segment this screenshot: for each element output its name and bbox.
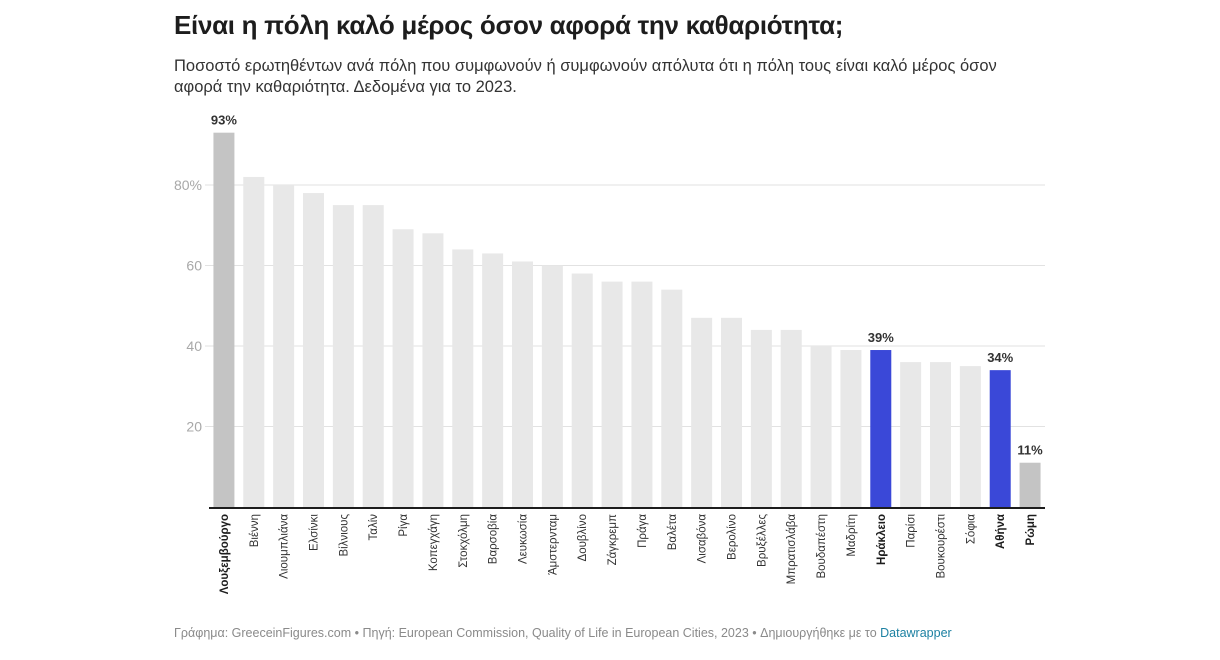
bar bbox=[213, 132, 235, 508]
y-axis-ticks: 20 40 60 80% bbox=[174, 177, 202, 435]
bar bbox=[571, 273, 593, 507]
bar bbox=[482, 253, 504, 507]
bar bbox=[930, 362, 951, 507]
bar bbox=[452, 249, 474, 507]
bar bbox=[422, 233, 444, 508]
bar bbox=[273, 185, 295, 507]
bar bbox=[959, 366, 981, 507]
x-tick-label: Άμστερνταμ bbox=[547, 514, 559, 575]
x-tick-label: Ζάγκρεμπ bbox=[607, 514, 619, 565]
bar bbox=[870, 350, 892, 507]
x-tick-label: Ηράκλειο bbox=[876, 514, 888, 565]
x-tick-label: Ρώμη bbox=[1025, 514, 1037, 545]
x-tick-label: Βίλνιους bbox=[338, 514, 350, 557]
bar bbox=[631, 281, 653, 507]
data-label: 34% bbox=[987, 350, 1013, 365]
bar bbox=[780, 329, 802, 507]
x-tick-label: Ταλίν bbox=[368, 514, 380, 541]
bar bbox=[900, 362, 922, 507]
bar bbox=[989, 370, 1011, 507]
x-tick-label: Βερολίνο bbox=[727, 514, 739, 560]
x-tick-label: Σόφια bbox=[965, 514, 977, 545]
x-tick-label: Μπρατισλάβα bbox=[786, 514, 798, 585]
datawrapper-link[interactable]: Datawrapper bbox=[880, 626, 952, 640]
category-labels: Λουξεμβούργο Βιέννη Λιουμπλιάνα Ελσίνκι Βίλν… bbox=[219, 514, 1037, 595]
x-tick-label: Παρίσι bbox=[906, 514, 918, 548]
bar bbox=[303, 193, 324, 508]
bar bbox=[512, 261, 533, 507]
x-tick-label: Λιουμπλιάνα bbox=[279, 514, 291, 579]
data-label: 93% bbox=[211, 113, 237, 128]
bar bbox=[362, 205, 384, 507]
bar bbox=[392, 229, 414, 507]
x-tick-label: Λευκωσία bbox=[518, 514, 530, 564]
y-tick-label: 40 bbox=[186, 338, 202, 354]
bar bbox=[691, 317, 713, 507]
bar bbox=[1019, 462, 1041, 507]
y-tick-label: 80% bbox=[174, 177, 202, 193]
y-tick-label: 20 bbox=[186, 419, 202, 435]
footer-credits: Γράφημα: GreeceinFigures.com • Πηγή: Eur… bbox=[174, 626, 881, 640]
x-tick-label: Λισαβόνα bbox=[697, 514, 709, 564]
data-label: 11% bbox=[1017, 443, 1043, 458]
chart-footer: Γράφημα: GreeceinFigures.com • Πηγή: Eur… bbox=[174, 626, 952, 640]
bar bbox=[601, 281, 623, 507]
x-tick-label: Στοκχόλμη bbox=[458, 514, 470, 568]
bar bbox=[661, 289, 683, 507]
bar bbox=[750, 329, 772, 507]
bar bbox=[840, 350, 862, 507]
x-tick-label: Βιέννη bbox=[249, 514, 261, 547]
x-tick-label: Πράγα bbox=[637, 514, 649, 548]
x-tick-label: Δουβλίνο bbox=[577, 514, 589, 561]
x-tick-label: Αθήνα bbox=[995, 514, 1007, 549]
x-tick-label: Βρυξέλλες bbox=[756, 514, 768, 567]
bar bbox=[721, 317, 742, 507]
chart-subtitle: Ποσοστό ερωτηθέντων ανά πόλη που συμφωνο… bbox=[174, 57, 997, 96]
bars bbox=[213, 132, 1041, 508]
bar bbox=[243, 176, 265, 507]
x-tick-label: Κοπεγχάγη bbox=[428, 514, 440, 571]
x-tick-label: Βουδαπέστη bbox=[816, 514, 828, 579]
chart-title: Είναι η πόλη καλό μέρος όσον αφορά την κ… bbox=[174, 10, 844, 40]
bar bbox=[810, 346, 832, 507]
x-tick-label: Μαδρίτη bbox=[846, 514, 858, 557]
x-tick-label: Βαρσοβία bbox=[488, 514, 500, 565]
x-tick-label: Λουξεμβούργο bbox=[219, 514, 231, 594]
value-labels: 93% 39% 34% 11% bbox=[211, 113, 1043, 458]
x-tick-label: Ελσίνκι bbox=[309, 514, 321, 551]
data-label: 39% bbox=[868, 330, 894, 345]
x-tick-label: Βαλέτα bbox=[667, 514, 679, 551]
x-tick-label: Ρίγα bbox=[398, 514, 410, 537]
bar bbox=[541, 265, 563, 507]
x-tick-label: Βουκουρέστι bbox=[936, 514, 948, 579]
bar bbox=[332, 205, 354, 507]
y-tick-label: 60 bbox=[186, 258, 202, 274]
